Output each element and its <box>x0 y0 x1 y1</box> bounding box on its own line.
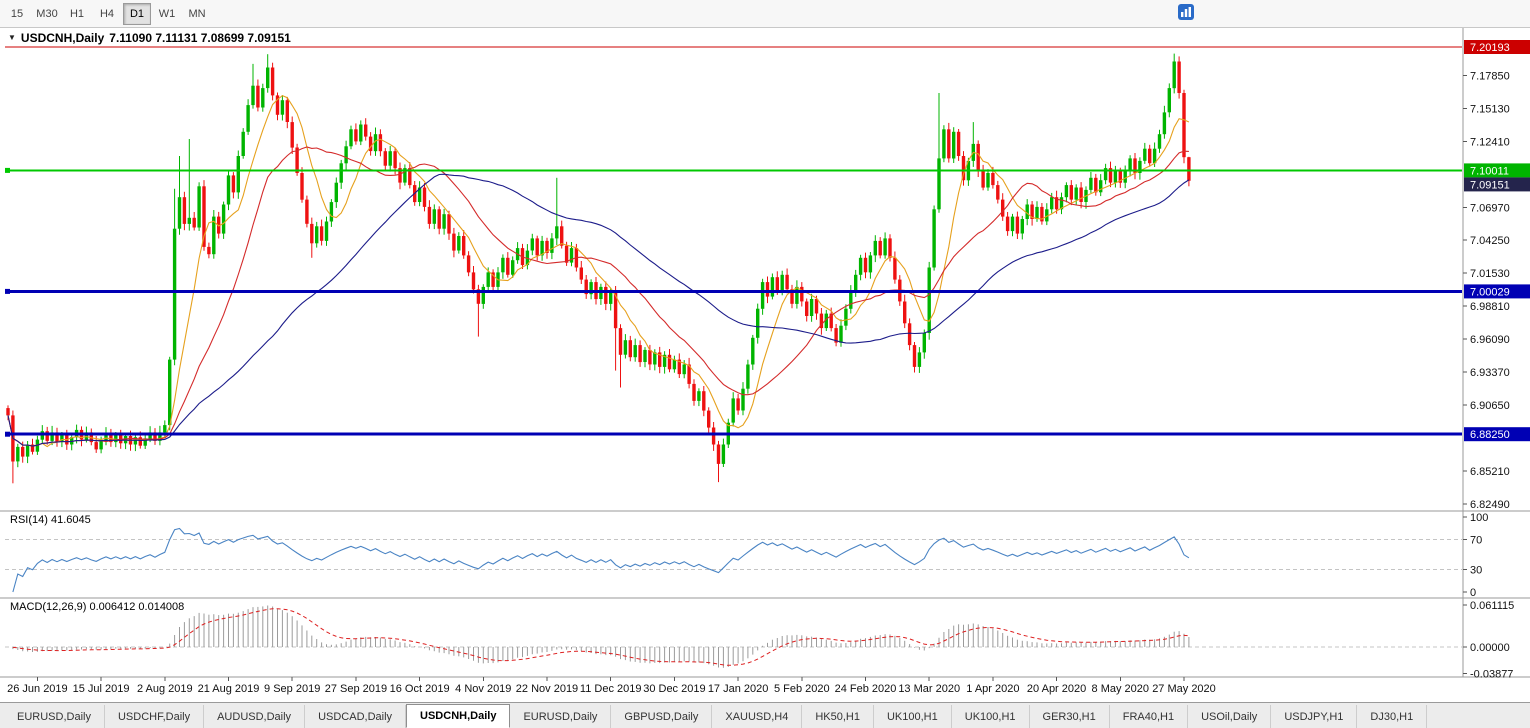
chart-icon <box>1177 3 1195 21</box>
chart-canvas[interactable]: 7.17850 7.15130 7.12410 7.06970 7.04250 7.015… <box>0 28 1530 702</box>
price-badge <box>1464 177 1530 192</box>
date-label: 1 Apr 2020 <box>966 683 1019 695</box>
date-label: 13 Mar 2020 <box>898 683 960 695</box>
date-label: 17 Jan 2020 <box>708 683 769 695</box>
timeframe-button-m30[interactable]: M30 <box>36 7 58 20</box>
macd-signal-line <box>12 608 1189 666</box>
moving-averages-layer <box>7 94 1190 448</box>
rsi-axis-label: 0 <box>1470 587 1476 599</box>
macd-indicator-label: MACD(12,26,9) 0.006412 0.014008 <box>10 601 185 613</box>
price-tick-label: 6.93370 <box>1470 367 1510 379</box>
bottom-tab-eurusd-daily[interactable]: EURUSD,Daily <box>4 705 105 728</box>
chart-title-symbol: USDCNH,Daily <box>20 31 105 45</box>
panel-separators <box>0 28 1530 678</box>
price-badge-label: 7.00029 <box>1470 286 1510 298</box>
date-label: 16 Oct 2019 <box>390 683 450 695</box>
date-label: 27 May 2020 <box>1152 683 1216 695</box>
rsi-panel: 100 70 30 0 <box>5 512 1488 599</box>
price-badge-label: 7.09151 <box>1470 179 1510 191</box>
price-badge-label: 6.88250 <box>1470 429 1510 441</box>
bottom-tab-hk50-h1[interactable]: HK50,H1 <box>802 705 874 728</box>
rsi-axis-label: 70 <box>1470 535 1482 547</box>
date-label: 9 Sep 2019 <box>264 683 320 695</box>
rsi-axis-label: 100 <box>1470 512 1488 524</box>
bottom-tab-uk100-h1[interactable]: UK100,H1 <box>874 705 952 728</box>
macd-axis-label: 0.00000 <box>1470 642 1510 654</box>
date-label: 27 Sep 2019 <box>325 683 387 695</box>
price-tick-label: 7.01530 <box>1470 268 1510 280</box>
timeframe-button-mn[interactable]: MN <box>188 7 206 20</box>
time-axis[interactable]: 26 Jun 2019 15 Jul 2019 2 Aug 2019 21 Aug 2… <box>7 677 1216 695</box>
timeframe-toolbar: 15 M30 H1 H4 D1 W1 MN <box>0 0 1530 28</box>
date-label: 5 Feb 2020 <box>774 683 830 695</box>
price-tick-label: 7.06970 <box>1470 202 1510 214</box>
price-tick-label: 7.04250 <box>1470 235 1510 247</box>
bottom-tab-gbpusd-daily[interactable]: GBPUSD,Daily <box>611 705 713 728</box>
bottom-tab-dj30-h1[interactable]: DJ30,H1 <box>1357 705 1428 728</box>
price-badge <box>1464 284 1530 299</box>
price-badge-label: 7.10011 <box>1470 165 1509 177</box>
macd-panel: 0.061115 0.00000 -0.03877 <box>5 600 1514 681</box>
date-label: 11 Dec 2019 <box>580 683 642 695</box>
timeframe-button-h1[interactable]: H1 <box>69 7 85 20</box>
horizontal-lines-layer[interactable] <box>5 46 1462 437</box>
bottom-tab-usdcnh-daily[interactable]: USDCNH,Daily <box>406 704 511 728</box>
date-label: 2 Aug 2019 <box>137 683 193 695</box>
rsi-indicator-label: RSI(14) 41.6045 <box>10 514 91 526</box>
price-tick-label: 6.82490 <box>1470 499 1510 511</box>
timeframe-button-15[interactable]: 15 <box>10 7 24 20</box>
date-label: 22 Nov 2019 <box>516 683 578 695</box>
rsi-line <box>12 527 1190 593</box>
bottom-tab-audusd-daily[interactable]: AUDUSD,Daily <box>204 705 306 728</box>
price-badge <box>1464 40 1530 54</box>
bottom-tab-ger30-h1[interactable]: GER30,H1 <box>1030 705 1110 728</box>
price-axis[interactable]: 7.17850 7.15130 7.12410 7.06970 7.04250 7.015… <box>1463 40 1530 511</box>
macd-histogram <box>12 605 1190 668</box>
bottom-tab-eurusd-daily[interactable]: EURUSD,Daily <box>510 705 612 728</box>
timeframe-button-h4[interactable]: H4 <box>99 7 115 20</box>
price-badge <box>1464 427 1530 442</box>
price-tick-label: 7.12410 <box>1470 136 1510 148</box>
price-tick-label: 7.15130 <box>1470 103 1510 115</box>
bottom-tab-fra40-h1[interactable]: FRA40,H1 <box>1110 705 1189 728</box>
hline-handle[interactable] <box>5 167 10 173</box>
bottom-tab-uk100-h1[interactable]: UK100,H1 <box>952 705 1030 728</box>
candles-layer <box>6 53 1191 484</box>
date-label: 26 Jun 2019 <box>7 683 68 695</box>
bottom-tab-usdchf-daily[interactable]: USDCHF,Daily <box>105 705 205 728</box>
date-label: 20 Apr 2020 <box>1027 683 1086 695</box>
bottom-tab-xauusd-h4[interactable]: XAUUSD,H4 <box>712 705 803 728</box>
price-tick-label: 6.98810 <box>1470 301 1510 313</box>
date-label: 30 Dec 2019 <box>643 683 705 695</box>
price-tick-label: 7.17850 <box>1470 70 1510 82</box>
price-tick-label: 6.85210 <box>1470 466 1510 478</box>
date-label: 21 Aug 2019 <box>198 683 260 695</box>
date-label: 15 Jul 2019 <box>73 683 130 695</box>
chart-title-ohlc: 7.11090 7.11131 7.08699 7.09151 <box>109 31 291 45</box>
chart-title: ▼ USDCNH,Daily 7.11090 7.11131 7.08699 7… <box>8 31 291 45</box>
hline-handle[interactable] <box>5 288 10 294</box>
date-label: 8 May 2020 <box>1092 683 1149 695</box>
macd-axis-label: 0.061115 <box>1470 600 1514 612</box>
timeframe-button-d1[interactable]: D1 <box>123 2 151 25</box>
price-badge <box>1464 163 1530 178</box>
bottom-tab-usoil-daily[interactable]: USOil,Daily <box>1188 705 1272 728</box>
macd-axis-label: -0.03877 <box>1470 669 1513 681</box>
price-tick-label: 6.90650 <box>1470 400 1510 412</box>
hline-handle[interactable] <box>5 431 10 437</box>
date-label: 4 Nov 2019 <box>455 683 511 695</box>
price-badge-label: 7.20193 <box>1470 42 1510 54</box>
bottom-tab-usdjpy-h1[interactable]: USDJPY,H1 <box>1271 705 1358 728</box>
collapse-icon[interactable]: ▼ <box>8 33 16 42</box>
chart-tab-bar: EURUSD,Daily USDCHF,Daily AUDUSD,Daily USDC… <box>0 702 1530 728</box>
price-tick-label: 6.96090 <box>1470 334 1510 346</box>
bottom-tab-usdcad-daily[interactable]: USDCAD,Daily <box>305 705 407 728</box>
rsi-axis-label: 30 <box>1470 565 1482 577</box>
timeframe-button-w1[interactable]: W1 <box>158 7 176 20</box>
date-label: 24 Feb 2020 <box>835 683 897 695</box>
